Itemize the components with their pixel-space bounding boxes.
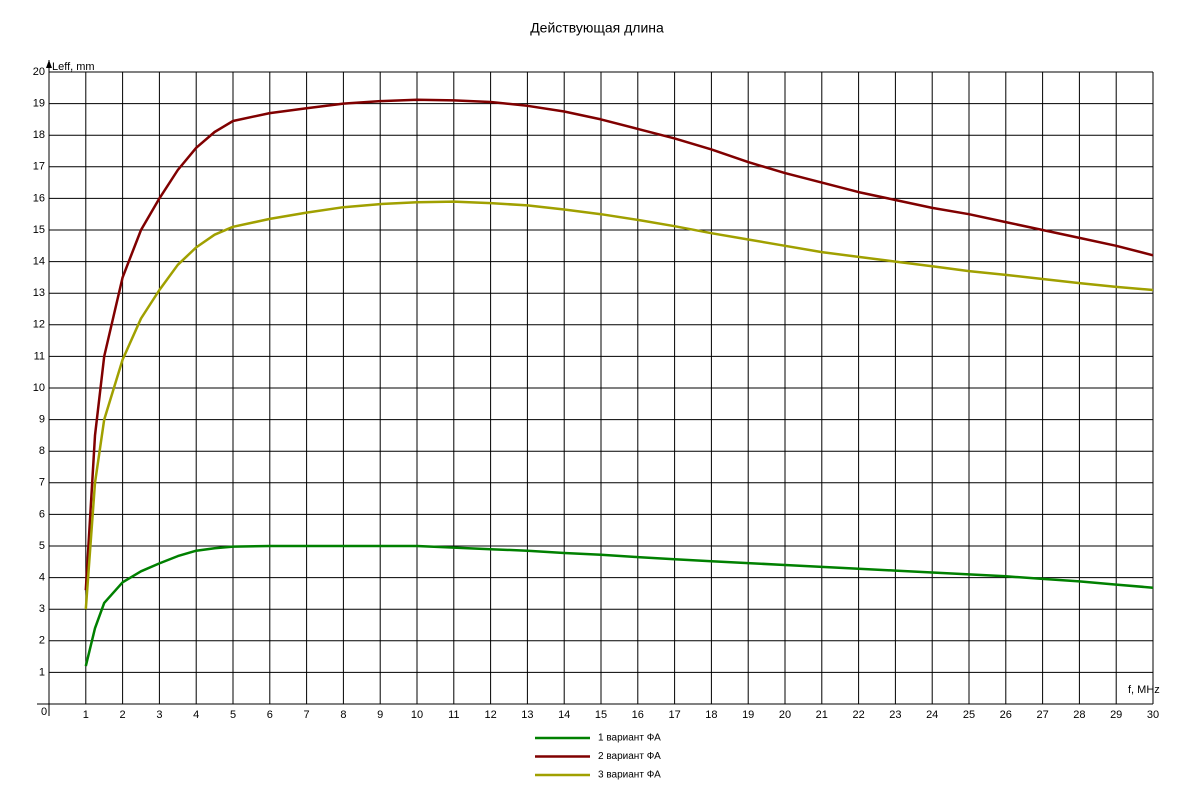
x-tick-label: 12 [484, 709, 496, 721]
x-tick-label: 4 [193, 709, 199, 721]
x-tick-label: 5 [230, 709, 236, 721]
y-tick-label: 7 [39, 477, 45, 489]
legend-label: 1 вариант ФА [598, 733, 661, 744]
y-tick-label: 12 [33, 319, 45, 331]
x-tick-label: 10 [411, 709, 423, 721]
x-tick-label: 29 [1110, 709, 1122, 721]
x-tick-label: 8 [340, 709, 346, 721]
x-tick-label: 15 [595, 709, 607, 721]
x-tick-label: 21 [816, 709, 828, 721]
y-tick-label: 11 [34, 350, 45, 362]
y-tick-label: 3 [39, 603, 45, 615]
x-tick-label: 0 [41, 706, 47, 718]
legend-label: 2 вариант ФА [598, 751, 661, 762]
y-tick-label: 20 [33, 66, 45, 78]
y-tick-label: 19 [33, 98, 45, 110]
x-tick-label: 24 [926, 709, 938, 721]
x-tick-label: 16 [632, 709, 644, 721]
y-tick-label: 15 [33, 224, 45, 236]
x-axis-label: f, MHz [1128, 684, 1160, 696]
x-tick-label: 22 [852, 709, 864, 721]
y-tick-label: 1 [39, 666, 45, 678]
x-tick-label: 26 [1000, 709, 1012, 721]
y-tick-label: 10 [33, 382, 45, 394]
y-tick-label: 18 [33, 129, 45, 141]
y-tick-label: 5 [39, 540, 45, 552]
series-line [84, 544, 1154, 667]
y-tick-label: 17 [33, 161, 45, 173]
y-tick-label: 16 [33, 192, 45, 204]
x-tick-label: 9 [377, 709, 383, 721]
y-tick-label: 4 [39, 572, 45, 584]
x-tick-label: 25 [963, 709, 975, 721]
series-line [84, 200, 1154, 610]
series-line [84, 98, 1154, 591]
y-axis-arrow [46, 60, 52, 68]
x-tick-label: 13 [521, 709, 533, 721]
x-tick-label: 7 [304, 709, 310, 721]
y-tick-label: 6 [39, 508, 45, 520]
legend-label: 3 вариант ФА [598, 770, 661, 781]
y-tick-label: 14 [33, 256, 45, 268]
y-tick-label: 2 [39, 635, 45, 647]
x-tick-label: 28 [1073, 709, 1085, 721]
x-tick-label: 23 [889, 709, 901, 721]
y-tick-label: 9 [39, 414, 45, 426]
x-tick-label: 6 [267, 709, 273, 721]
x-tick-label: 17 [668, 709, 680, 721]
x-tick-label: 3 [156, 709, 162, 721]
x-tick-label: 27 [1036, 709, 1048, 721]
x-tick-label: 19 [742, 709, 754, 721]
x-tick-label: 1 [83, 709, 89, 721]
x-tick-label: 20 [779, 709, 791, 721]
y-tick-label: 8 [39, 445, 45, 457]
chart-title: Действующая длина [530, 20, 664, 36]
y-tick-label: 13 [33, 287, 45, 299]
x-tick-label: 30 [1147, 709, 1159, 721]
x-tick-label: 14 [558, 709, 570, 721]
x-tick-label: 11 [448, 709, 459, 721]
x-tick-label: 18 [705, 709, 717, 721]
x-tick-label: 2 [120, 709, 126, 721]
y-axis-label: Leff, mm [52, 61, 95, 73]
